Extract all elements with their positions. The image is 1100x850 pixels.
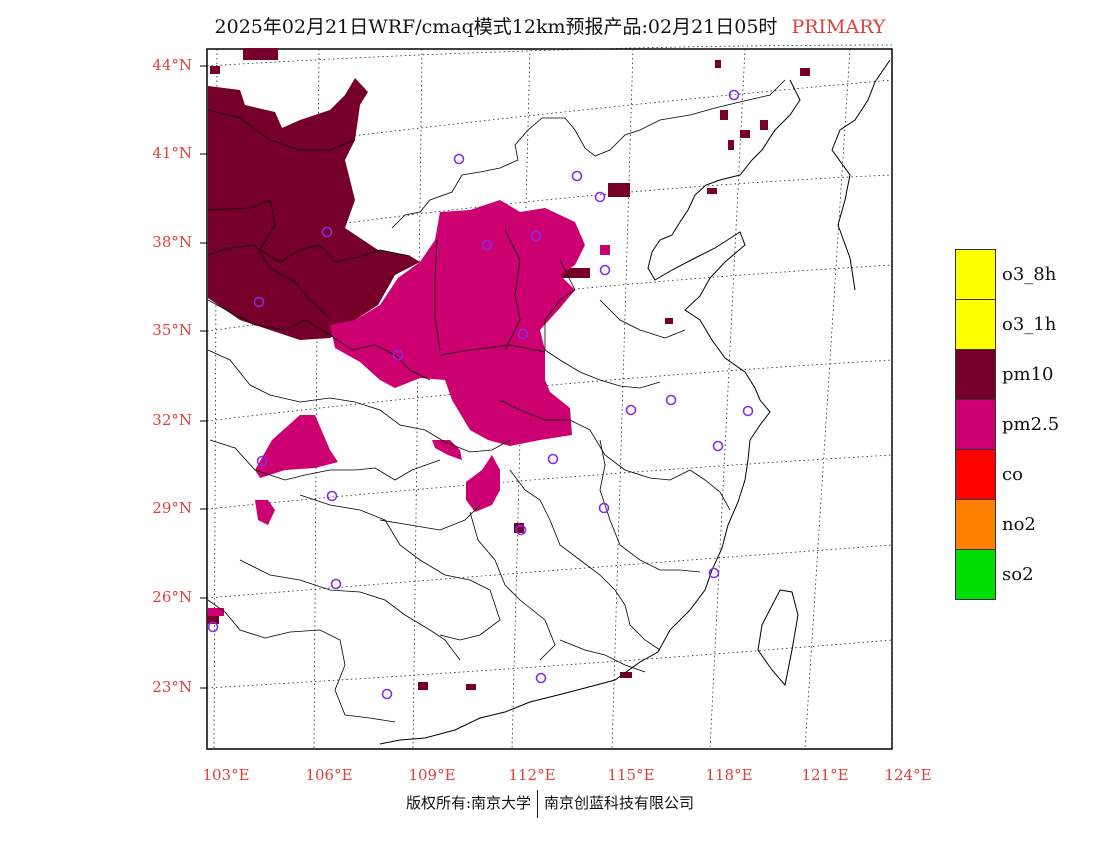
- credits-separator: [537, 790, 539, 818]
- pm10-areas: [207, 48, 810, 690]
- credits-left: 版权所有:南京大学: [405, 794, 532, 812]
- lon-label-124: 124°E: [884, 766, 932, 784]
- lon-label-106: 106°E: [305, 766, 353, 784]
- coastline: [379, 59, 891, 745]
- province-borders: [207, 79, 786, 723]
- lat-label-26: 26°N: [152, 588, 192, 606]
- title-tag: PRIMARY: [791, 16, 886, 38]
- lat-label-29: 29°N: [152, 499, 192, 517]
- lat-label-44: 44°N: [152, 56, 192, 74]
- city-markers: [207, 89, 754, 700]
- legend-swatch-pm10: [955, 349, 996, 400]
- graticule: [206, 44, 893, 750]
- legend-swatch-no2: [955, 499, 996, 550]
- legend-swatch-co: [955, 449, 996, 500]
- lon-label-112: 112°E: [508, 766, 556, 784]
- lon-label-121: 121°E: [801, 766, 849, 784]
- legend-swatch-o3-1h: [955, 299, 996, 350]
- lon-label-109: 109°E: [408, 766, 456, 784]
- credits: 版权所有:南京大学 南京创蓝科技有限公司: [0, 790, 1100, 818]
- credits-right: 南京创蓝科技有限公司: [544, 794, 695, 812]
- title-main: 2025年02月21日WRF/cmaq模式12km预报产品:02月21日05时: [214, 16, 778, 38]
- legend-label-no2: no2: [1002, 514, 1036, 535]
- lat-label-41: 41°N: [152, 144, 192, 162]
- lat-label-35: 35°N: [152, 321, 192, 339]
- map-title: 2025年02月21日WRF/cmaq模式12km预报产品:02月21日05时 P…: [0, 12, 1100, 39]
- legend-swatch-pm25: [955, 399, 996, 450]
- lat-label-23: 23°N: [152, 678, 192, 696]
- lat-label-38: 38°N: [152, 233, 192, 251]
- legend-label-o3-1h: o3_1h: [1002, 314, 1057, 335]
- legend-label-o3-8h: o3_8h: [1002, 264, 1057, 285]
- lon-label-118: 118°E: [705, 766, 753, 784]
- legend-label-pm25: pm2.5: [1002, 414, 1060, 435]
- pm25-areas: [208, 200, 610, 616]
- legend-label-co: co: [1002, 464, 1023, 485]
- lon-label-115: 115°E: [607, 766, 655, 784]
- legend-label-so2: so2: [1002, 564, 1034, 585]
- lon-label-103: 103°E: [202, 766, 250, 784]
- lat-label-32: 32°N: [152, 411, 192, 429]
- legend-swatch-so2: [955, 549, 996, 600]
- legend-swatch-o3-8h: [955, 249, 996, 300]
- legend-label-pm10: pm10: [1002, 364, 1054, 385]
